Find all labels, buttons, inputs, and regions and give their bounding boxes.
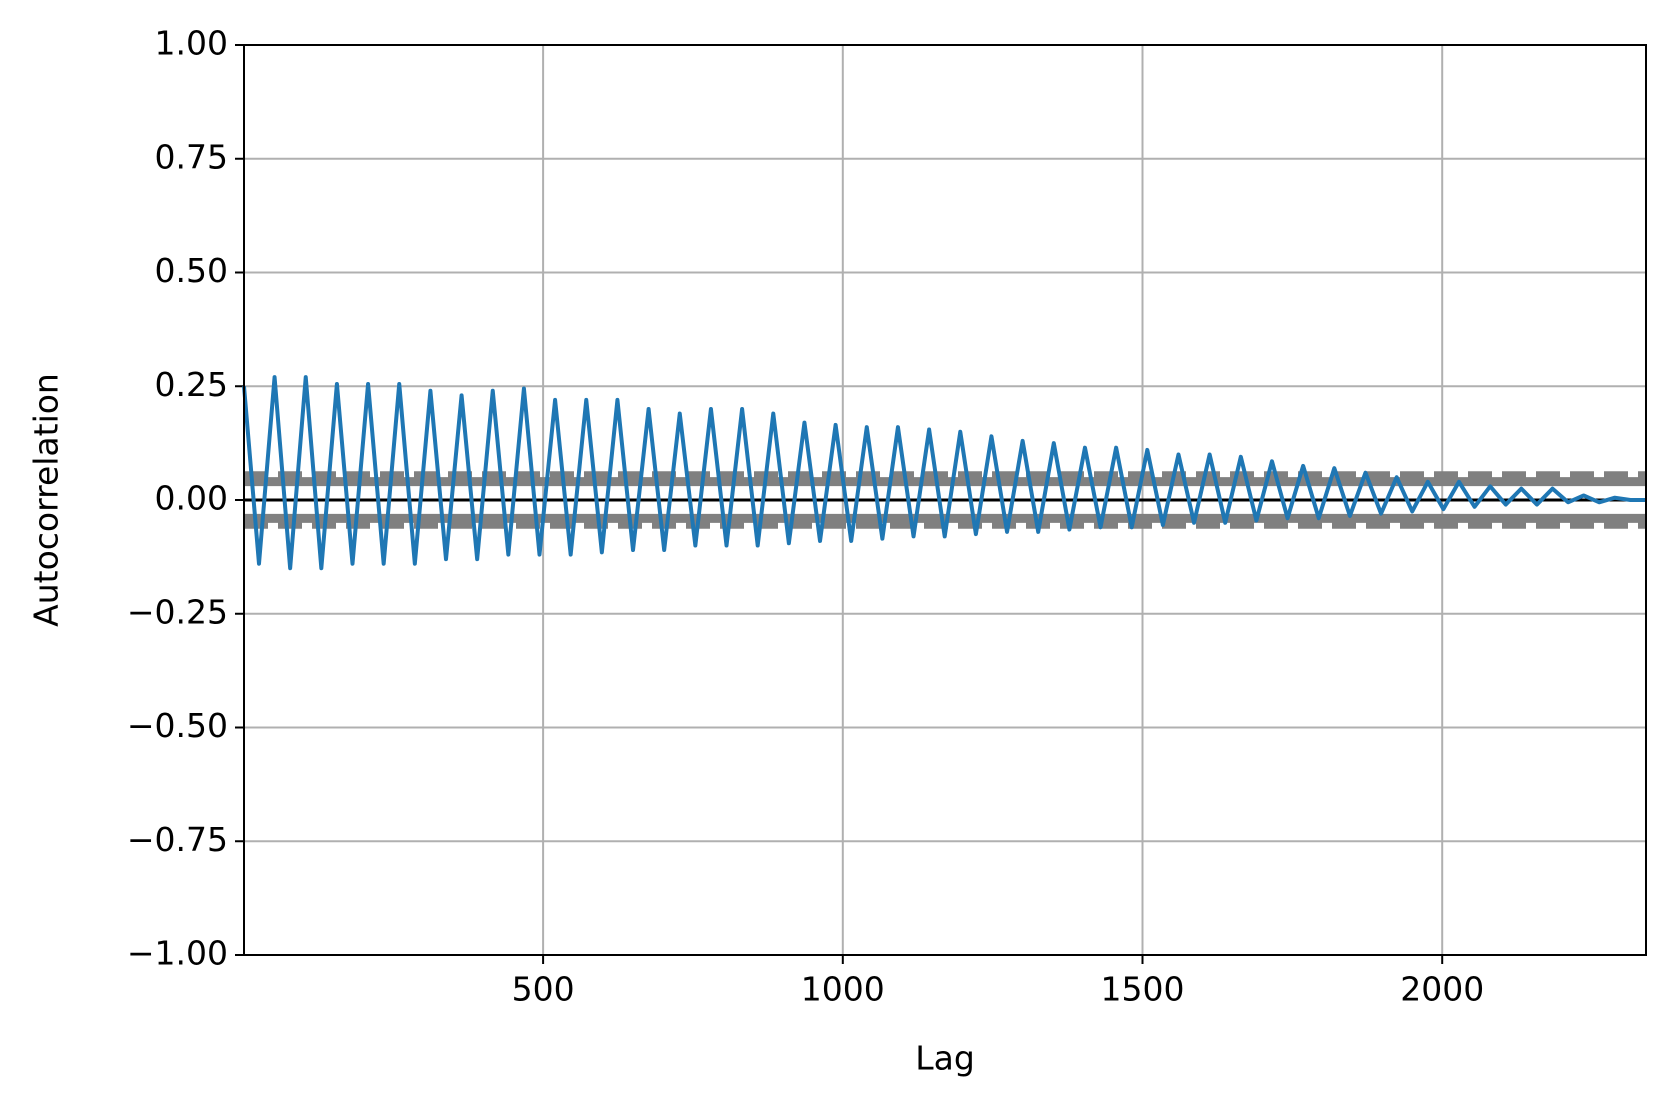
y-axis-label: Autocorrelation: [27, 373, 66, 627]
x-tick-label: 1000: [801, 970, 885, 1009]
autocorrelation-line: [242, 375, 1646, 571]
y-tick-label: −1.00: [127, 934, 228, 973]
y-tick-label: −0.25: [127, 592, 228, 631]
x-tick-label: 2000: [1400, 970, 1484, 1009]
x-tick-label: 500: [512, 970, 575, 1009]
x-axis-label: Lag: [915, 1039, 975, 1078]
y-tick-label: 0.75: [155, 137, 228, 176]
y-tick-label: −0.50: [127, 706, 228, 745]
x-tick-label: 1500: [1101, 970, 1185, 1009]
y-tick-label: 0.50: [155, 251, 228, 290]
y-tick-label: 0.00: [155, 479, 228, 518]
y-tick-label: 1.00: [155, 24, 228, 63]
plot-frame: [243, 44, 1647, 956]
y-tick-label: −0.75: [127, 820, 228, 859]
y-tick-label: 0.25: [155, 365, 228, 404]
